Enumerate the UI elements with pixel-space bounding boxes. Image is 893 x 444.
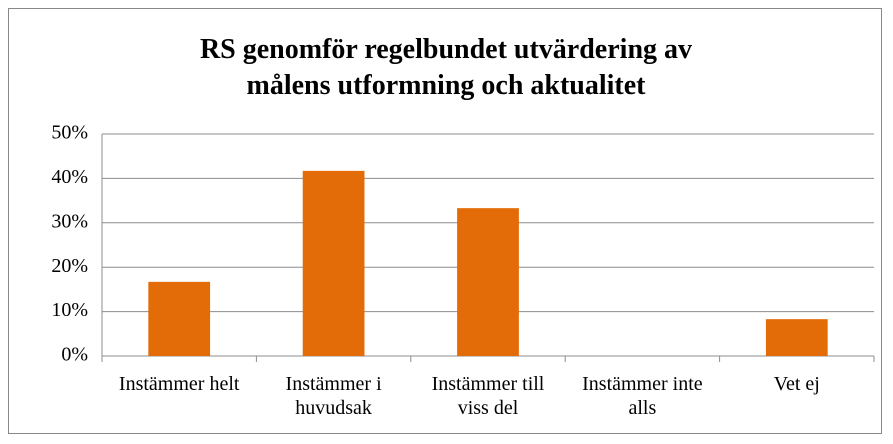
y-tick-label: 40% bbox=[51, 166, 88, 188]
bar bbox=[457, 208, 519, 356]
y-tick-label: 20% bbox=[51, 255, 88, 277]
bar bbox=[765, 319, 828, 356]
chart-title: RS genomför regelbundet utvärdering av m… bbox=[199, 34, 693, 101]
y-tick-label: 50% bbox=[51, 122, 88, 144]
y-tick-label: 30% bbox=[51, 210, 88, 232]
bar bbox=[148, 281, 211, 356]
x-tick-label: Vet ej bbox=[773, 373, 820, 395]
x-tick-label: Instämmer helt bbox=[118, 373, 240, 395]
y-tick-label: 0% bbox=[61, 344, 88, 366]
x-tick-label: Instämmer till viss del bbox=[431, 373, 545, 419]
x-tick-label: Instämmer i huvudsak bbox=[285, 373, 382, 419]
y-tick-label: 10% bbox=[51, 299, 88, 321]
chart-frame bbox=[8, 8, 882, 434]
bar bbox=[302, 170, 365, 356]
x-tick-label: Instämmer inte alls bbox=[582, 373, 703, 419]
